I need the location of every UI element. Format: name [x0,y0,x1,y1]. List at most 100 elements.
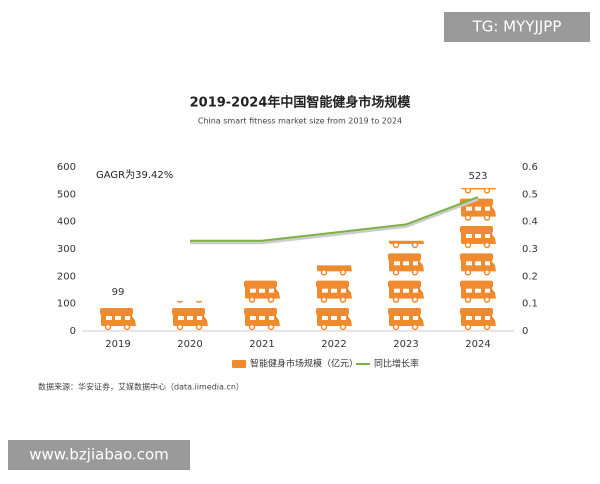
icon-part [475,316,481,320]
icon-part [413,288,418,293]
icon-part [464,241,472,249]
y-tick-label: 400 [57,217,76,228]
icon-part [269,316,274,320]
y2-tick-label: 0.6 [522,162,538,173]
icon-part [483,214,491,221]
icon-part [248,296,256,303]
x-tick-label: 2020 [177,339,202,350]
icon-part [413,234,418,238]
icon-part [339,323,347,331]
icon-part [491,205,496,217]
icon-part [419,260,424,272]
icon-part [172,281,205,288]
icon-part [320,296,328,303]
icon-part [131,315,136,326]
icon-part [178,316,184,320]
icon-part [485,316,490,320]
icon-part [419,240,424,244]
icon-part [250,288,256,293]
icon-part [413,316,418,320]
icon-part [491,315,496,326]
icon-part [347,315,352,326]
chart-subtitle: China smart fitness market size from 201… [198,117,402,126]
icon-part [259,316,265,320]
watermark-box [8,440,190,470]
icon-part [203,288,208,299]
icon-part [104,323,112,331]
icon-part [464,214,472,221]
icon-part [411,323,419,331]
icon-part [466,206,472,211]
icon-part [403,234,409,238]
icon-part [491,260,496,272]
icon-part [483,241,491,249]
icon-part [483,296,491,303]
icon-part [411,296,419,303]
legend-label: 同比增长率 [374,358,419,370]
icon-part [411,269,419,276]
value-label: 99 [112,287,125,298]
icon-part [187,316,193,320]
icon-part [475,288,481,293]
icon-part [196,300,202,303]
icon-part [392,296,400,303]
icon-part [347,287,352,299]
icon-part [339,269,347,276]
icon-part [464,323,472,331]
icon-part [331,261,337,265]
annotation: GAGR为39.42% [96,169,173,181]
icon-part [197,289,202,293]
x-tick-label: 2021 [249,339,274,350]
icon-part [392,241,400,249]
icon-part [392,323,400,331]
icon-part [466,234,472,238]
icon-part [320,323,328,331]
icon-part [320,269,328,276]
icon-part [275,287,280,299]
icon-part [195,323,203,331]
icon-part [466,261,472,266]
icon-part [403,288,409,293]
icon-part [411,241,419,249]
icon-part [464,296,472,303]
icon-part [203,315,208,326]
icon-part [394,261,400,266]
y-tick-label: 600 [57,162,76,173]
icon-part [115,316,121,320]
icon-part [475,206,481,211]
icon-part [403,261,409,266]
icon-part [316,253,349,260]
y-tick-label: 300 [57,244,76,255]
icon-part [341,288,346,293]
icon-part [322,316,328,320]
icon-part [341,316,346,320]
icon-part [123,323,131,331]
icon-part [331,316,337,320]
icon-part [491,188,496,190]
icon-part [491,233,496,244]
line-shadow [190,197,479,245]
x-tick-label: 2023 [393,339,418,350]
icon-part [419,315,424,326]
y2-tick-label: 0.2 [522,271,538,282]
icon-part [173,286,204,299]
icon-part [491,287,496,299]
icon-part [339,296,347,303]
icon-part [483,269,491,276]
value-label: 523 [468,171,487,182]
icon-part [248,323,256,331]
icon-part [394,316,400,320]
icon-part [341,261,346,265]
bar [100,308,136,331]
bar [244,280,280,331]
icon-part [176,323,184,331]
y-tick-label: 0 [70,326,76,337]
icon-part [419,287,424,299]
icon-part [394,234,400,238]
x-tick-label: 2024 [465,339,490,350]
icon-part [475,261,481,266]
icon-part [392,269,400,276]
y-tick-label: 200 [57,271,76,282]
bar [388,234,424,331]
